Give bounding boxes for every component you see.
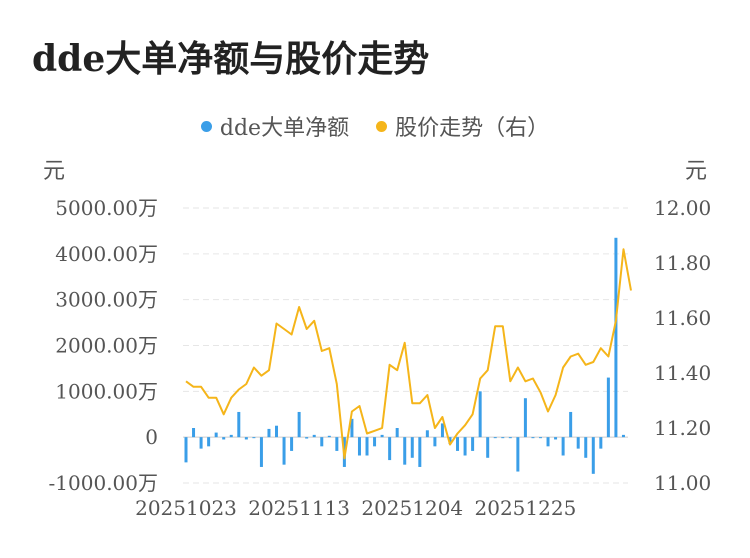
left-axis: 5000.00万 4000.00万 3000.00万 2000.00万 1000.00万… xyxy=(49,196,158,495)
price-line xyxy=(185,248,632,460)
bar xyxy=(297,411,301,438)
bar xyxy=(599,437,603,449)
bar xyxy=(403,437,407,465)
left-tick-label: 5000.00万 xyxy=(55,196,158,220)
legend-item-price[interactable]: 股价走势（右） xyxy=(376,110,549,142)
x-tick-label: 20251113 xyxy=(248,496,350,520)
bar xyxy=(516,437,520,472)
bar xyxy=(621,434,625,438)
bar xyxy=(440,423,444,438)
bar xyxy=(448,437,452,445)
right-tick-label: 11.40 xyxy=(654,361,711,385)
bar xyxy=(365,437,369,456)
bar xyxy=(252,437,256,439)
right-tick-label: 11.20 xyxy=(654,416,711,440)
bar xyxy=(388,437,392,461)
right-tick-label: 11.80 xyxy=(654,251,711,275)
right-tick-label: 11.60 xyxy=(654,306,711,330)
left-tick-label: 4000.00万 xyxy=(55,242,158,266)
bar xyxy=(282,437,286,465)
bar xyxy=(501,437,505,439)
bar xyxy=(357,437,361,456)
legend-label-price: 股价走势（右） xyxy=(395,116,550,141)
legend-dot-price xyxy=(376,120,388,132)
left-tick-label: 0 xyxy=(145,425,158,449)
bar xyxy=(305,437,309,439)
bar xyxy=(531,437,535,439)
bar xyxy=(433,437,437,447)
bar xyxy=(456,437,460,451)
legend-item-dde[interactable]: dde大单净额 xyxy=(200,110,350,142)
bar xyxy=(214,432,218,438)
bar xyxy=(508,437,512,439)
bar xyxy=(418,437,422,467)
bar xyxy=(606,377,610,438)
left-tick-label: 2000.00万 xyxy=(55,334,158,358)
right-axis: 12.00 11.80 11.60 11.40 11.20 11.00 xyxy=(654,196,711,495)
bar xyxy=(486,437,490,458)
bar xyxy=(335,437,339,451)
bar xyxy=(237,411,241,438)
x-axis: 20251023 20251113 20251204 20251225 xyxy=(135,496,576,520)
bar xyxy=(554,437,558,440)
bar xyxy=(259,437,263,467)
bar xyxy=(425,430,429,438)
bar xyxy=(192,428,196,438)
bar xyxy=(229,434,233,438)
legend[interactable]: dde大单净额 股价走势（右） xyxy=(0,110,750,142)
bar xyxy=(199,437,203,449)
bar xyxy=(463,437,467,456)
bar xyxy=(584,437,588,458)
bar xyxy=(320,437,324,447)
bar xyxy=(184,437,188,463)
left-tick-label: 1000.00万 xyxy=(55,379,158,403)
bar xyxy=(410,437,414,458)
bar xyxy=(546,437,550,447)
right-tick-label: 12.00 xyxy=(654,196,711,220)
right-tick-label: 11.00 xyxy=(654,471,711,495)
bar xyxy=(523,398,527,438)
bar xyxy=(380,434,384,438)
bar xyxy=(471,437,475,451)
bar xyxy=(244,437,248,440)
x-tick-label: 20251204 xyxy=(361,496,463,520)
left-axis-unit: 元 xyxy=(43,159,65,184)
legend-label-dde: dde大单净额 xyxy=(219,116,350,141)
x-tick-label: 20251023 xyxy=(135,496,237,520)
left-tick-label: -1000.00万 xyxy=(49,471,158,495)
chart-title: dde大单净额与股价走势 xyxy=(32,38,430,80)
line-series xyxy=(185,248,632,460)
bar xyxy=(591,437,595,474)
bar xyxy=(312,434,316,438)
bar xyxy=(290,437,294,451)
bar xyxy=(614,237,618,438)
bar xyxy=(373,437,377,447)
bar xyxy=(538,437,542,439)
x-tick-label: 20251225 xyxy=(475,496,577,520)
bar xyxy=(207,437,211,447)
bar xyxy=(350,418,354,438)
bar-series xyxy=(184,237,625,474)
bar xyxy=(275,425,279,438)
bar xyxy=(222,437,226,440)
bar xyxy=(478,391,482,438)
bar xyxy=(569,411,573,438)
legend-dot-dde xyxy=(200,120,212,132)
bar xyxy=(267,428,271,438)
left-tick-label: 3000.00万 xyxy=(55,288,158,312)
bar xyxy=(327,435,331,438)
bar xyxy=(493,437,497,439)
right-axis-unit: 元 xyxy=(685,159,707,184)
bar xyxy=(561,437,565,456)
bar xyxy=(576,437,580,449)
bar xyxy=(395,428,399,438)
